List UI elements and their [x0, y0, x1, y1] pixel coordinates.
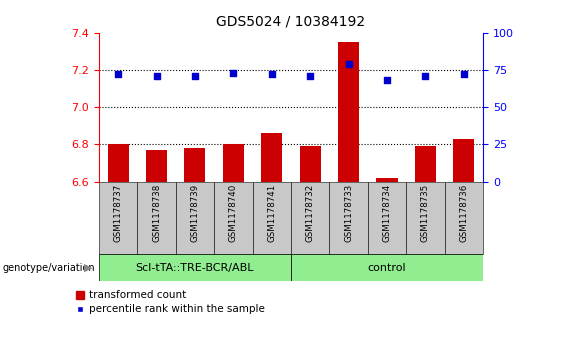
Bar [338, 42, 359, 182]
Text: GSM1178737: GSM1178737 [114, 184, 123, 242]
Bar [261, 133, 282, 182]
Text: GSM1178734: GSM1178734 [383, 184, 392, 242]
Bar [445, 182, 483, 254]
Bar [107, 144, 129, 182]
Point [152, 73, 161, 79]
Bar [299, 146, 321, 182]
Bar [99, 182, 137, 254]
Text: GSM1178733: GSM1178733 [344, 184, 353, 242]
Bar [214, 182, 253, 254]
Text: GSM1178736: GSM1178736 [459, 184, 468, 242]
Point [344, 61, 353, 67]
Bar [291, 254, 483, 281]
Point [421, 73, 430, 79]
Text: GSM1178735: GSM1178735 [421, 184, 430, 242]
Bar [291, 182, 329, 254]
Text: GSM1178738: GSM1178738 [152, 184, 161, 242]
Legend: transformed count, percentile rank within the sample: transformed count, percentile rank withi… [76, 290, 265, 314]
Bar [406, 182, 445, 254]
Text: GSM1178739: GSM1178739 [190, 184, 199, 242]
Bar [376, 178, 398, 182]
Bar [368, 182, 406, 254]
Text: GSM1178732: GSM1178732 [306, 184, 315, 242]
Point [229, 70, 238, 76]
Title: GDS5024 / 10384192: GDS5024 / 10384192 [216, 15, 366, 29]
Bar [99, 254, 291, 281]
Point [190, 73, 199, 79]
Point [114, 72, 123, 77]
Bar [223, 144, 244, 182]
Bar [415, 146, 436, 182]
Point [459, 72, 468, 77]
Point [306, 73, 315, 79]
Text: genotype/variation: genotype/variation [3, 263, 95, 273]
Bar [176, 182, 214, 254]
Bar [453, 139, 475, 182]
Text: Scl-tTA::TRE-BCR/ABL: Scl-tTA::TRE-BCR/ABL [136, 263, 254, 273]
Bar [137, 182, 176, 254]
Bar [184, 148, 206, 182]
Point [383, 77, 392, 83]
Bar [253, 182, 291, 254]
Text: GSM1178740: GSM1178740 [229, 184, 238, 242]
Bar [146, 150, 167, 182]
Text: ▶: ▶ [84, 263, 92, 273]
Text: GSM1178741: GSM1178741 [267, 184, 276, 242]
Point [267, 72, 276, 77]
Text: control: control [368, 263, 406, 273]
Bar [329, 182, 368, 254]
